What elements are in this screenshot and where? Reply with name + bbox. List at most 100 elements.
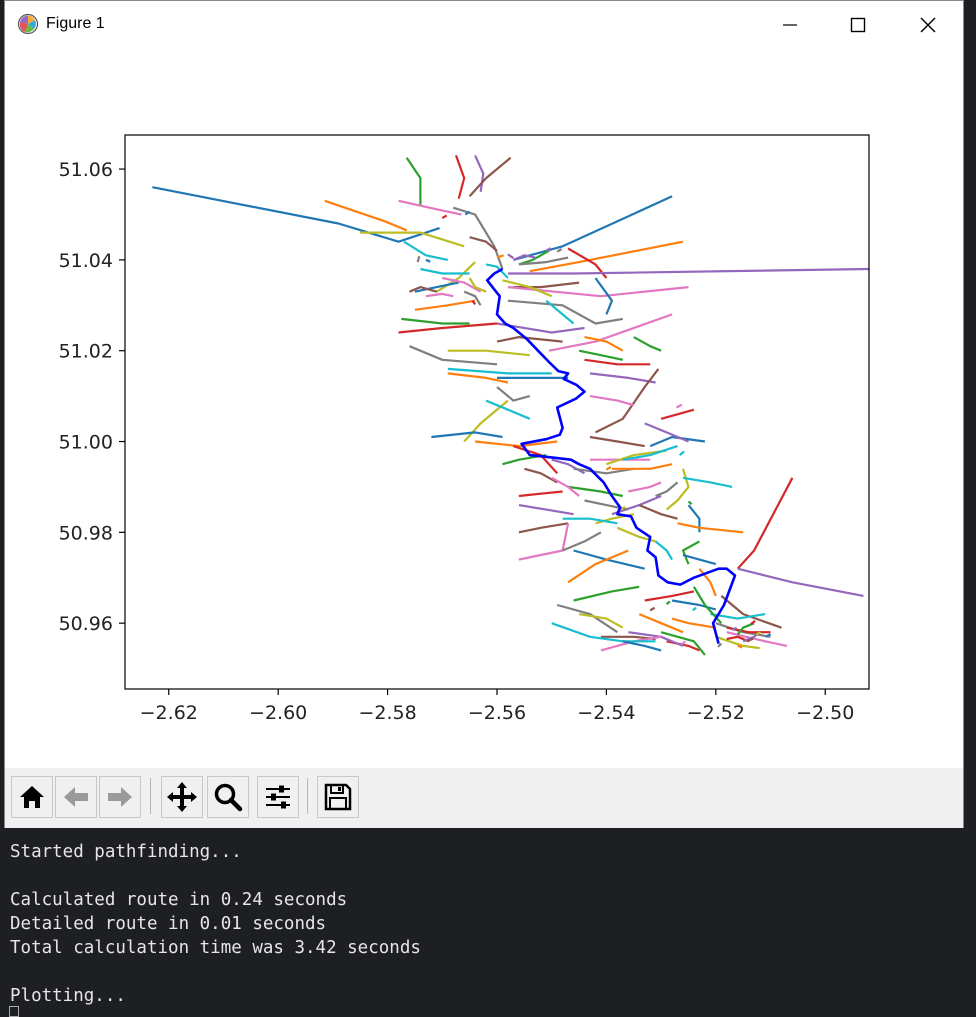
network-fragment: [464, 210, 471, 216]
network-fragment: [765, 633, 772, 638]
network-fragment: [496, 254, 504, 259]
network-segment: [398, 322, 498, 334]
network-segment: [485, 399, 531, 420]
network-segment: [551, 476, 580, 497]
network-fragment: [687, 500, 693, 506]
network-segment: [638, 504, 678, 520]
x-tick-label: −2.54: [577, 702, 635, 724]
network-segment: [496, 336, 563, 343]
configure-subplots-button[interactable]: [257, 776, 299, 818]
network-segment: [447, 367, 552, 375]
road-network: [152, 154, 870, 656]
network-segment: [595, 368, 660, 434]
home-icon: [20, 786, 44, 808]
network-segment: [654, 540, 674, 561]
network-segment: [518, 256, 569, 266]
network-fragment: [507, 253, 515, 260]
network-segment: [737, 567, 864, 597]
network-fragment: [441, 214, 448, 220]
x-tick-label: −2.56: [468, 702, 526, 724]
network-segment: [655, 481, 679, 498]
x-tick-label: −2.52: [687, 702, 745, 724]
network-segment: [513, 281, 580, 289]
network-segment: [584, 358, 651, 366]
network-segment: [589, 372, 656, 384]
network-segment: [496, 322, 585, 334]
network-fragment: [681, 640, 686, 646]
title-bar[interactable]: Figure 1: [5, 1, 963, 48]
maximize-button[interactable]: [823, 1, 893, 48]
terminal-output: Started pathfinding... Calculated route …: [0, 828, 976, 1017]
network-segment: [529, 240, 684, 273]
network-segment: [573, 467, 634, 475]
network-segment: [518, 504, 574, 516]
navigation-toolbar: [5, 768, 963, 828]
network-segment: [681, 540, 700, 565]
network-segment: [710, 613, 766, 620]
network-segment: [454, 155, 466, 199]
network-segment: [548, 313, 673, 352]
network-segment: [677, 522, 744, 534]
minimize-button[interactable]: [755, 1, 825, 48]
console-line: Plotting...: [10, 986, 126, 1006]
network-segment: [726, 631, 788, 647]
network-segment: [562, 517, 618, 525]
y-axis: 51.06 51.04 51.02 51.00 50.98 50.96: [59, 159, 125, 635]
network-segment: [682, 553, 717, 566]
plot-canvas[interactable]: −2.62 −2.60 −2.58 −2.56 −2.54 −2.52 −2.50 51.0…: [5, 48, 963, 768]
matplotlib-icon: [17, 13, 39, 35]
network-segment: [606, 449, 667, 466]
home-button[interactable]: [11, 776, 53, 818]
network-segment: [518, 523, 570, 561]
forward-button[interactable]: [99, 776, 141, 818]
network-segment: [409, 286, 438, 293]
pan-button[interactable]: [161, 776, 203, 818]
network-segment: [518, 522, 569, 534]
network-segment: [567, 549, 629, 584]
x-tick-label: −2.50: [796, 702, 854, 724]
network-fragment: [747, 637, 754, 643]
network-segment: [567, 485, 624, 498]
network-segment: [660, 408, 695, 420]
network-segment: [502, 279, 553, 298]
network-segment: [474, 154, 485, 192]
network-fragment: [556, 248, 563, 253]
network-segment: [622, 445, 678, 461]
network-segment: [398, 199, 462, 216]
y-tick-label: 51.04: [59, 250, 113, 272]
console-line: Calculated route in 0.24 seconds: [10, 890, 348, 910]
plot-background: [125, 135, 869, 689]
network-fragment: [545, 247, 552, 252]
network-segment: [414, 299, 476, 311]
zoom-button[interactable]: [207, 776, 249, 818]
network-segment: [507, 267, 870, 275]
close-button[interactable]: [893, 1, 963, 48]
network-fragment: [425, 258, 431, 263]
zoom-icon: [214, 783, 243, 812]
route-plot[interactable]: −2.62 −2.60 −2.58 −2.56 −2.54 −2.52 −2.50 51.0…: [5, 48, 963, 768]
x-tick-label: −2.60: [249, 702, 307, 724]
minimize-icon: [783, 23, 797, 26]
console-line: Total calculation time was 3.42 seconds: [10, 938, 421, 958]
network-segment: [485, 263, 509, 279]
network-segment: [649, 435, 706, 448]
back-button[interactable]: [55, 776, 97, 818]
network-segment: [447, 372, 509, 384]
toolbar-separator: [150, 778, 151, 814]
network-fragment: [731, 626, 738, 631]
network-segment: [401, 317, 470, 325]
save-button[interactable]: [317, 776, 359, 818]
network-segment: [447, 349, 530, 357]
network-fragment: [737, 644, 743, 649]
back-icon: [64, 787, 88, 807]
network-fragment: [755, 631, 762, 636]
pan-icon: [167, 782, 197, 812]
network-segment: [671, 617, 716, 629]
console-line: Detailed route in 0.01 seconds: [10, 914, 327, 934]
forward-icon: [108, 787, 132, 807]
network-segment: [425, 292, 454, 298]
network-segment: [644, 590, 695, 602]
network-fragment: [416, 255, 421, 263]
text-cursor: [9, 1006, 19, 1017]
configure-subplots-icon: [266, 785, 290, 809]
